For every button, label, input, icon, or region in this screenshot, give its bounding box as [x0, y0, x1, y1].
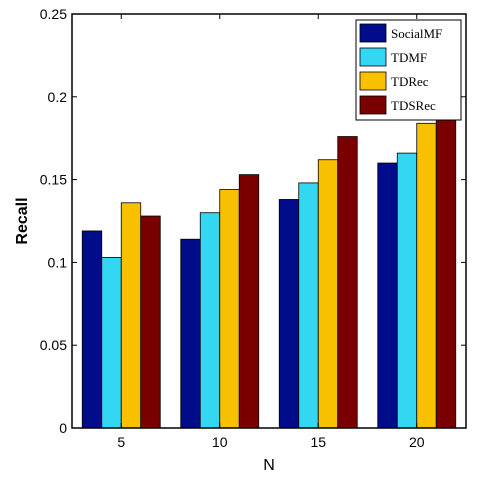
bar-tdrec-10	[219, 189, 240, 429]
bar-socialmf-20	[377, 162, 398, 429]
legend-label-tdsrec: TDSRec	[391, 98, 436, 113]
x-tick-label: 5	[117, 434, 125, 450]
bar-socialmf-15	[278, 199, 300, 429]
bar-socialmf-10	[180, 238, 201, 429]
legend-swatch-tdrec	[359, 71, 387, 91]
y-tick-label: 0.2	[48, 89, 68, 105]
bars-layer	[81, 106, 457, 429]
legend-label-tdrec: TDRec	[391, 74, 429, 89]
bar-tdsrec-15	[337, 136, 358, 429]
bar-tdmf-15	[298, 182, 319, 429]
bar-tdrec-5	[120, 202, 142, 429]
bar-tdmf-20	[396, 152, 418, 429]
legend: SocialMF TDMF TDRec TDSRec	[355, 19, 462, 121]
plot-frame	[71, 13, 467, 429]
legend-label-socialmf: SocialMF	[391, 26, 442, 41]
y-tick-label: 0.05	[40, 337, 67, 353]
y-tick-label: 0.15	[40, 172, 67, 188]
y-tick-label: 0.25	[40, 6, 67, 22]
x-tick-label: 10	[212, 434, 228, 450]
bar-tdsrec-5	[140, 215, 161, 429]
y-tick-label: 0	[59, 420, 67, 436]
x-axis-title: N	[263, 457, 275, 474]
legend-swatch-tdmf	[359, 47, 387, 67]
ticks-layer: 5 10 15 20 0 0.05 0.1 0.15 0.2 0.25	[40, 6, 466, 450]
x-tick-label: 20	[409, 434, 425, 450]
x-tick-label: 15	[310, 434, 326, 450]
y-axis-title: Recall	[14, 197, 31, 244]
bar-tdsrec-20	[435, 106, 457, 429]
bar-tdmf-5	[101, 257, 122, 429]
bar-socialmf-5	[81, 230, 103, 429]
bar-tdrec-15	[317, 159, 339, 429]
legend-swatch-tdsrec	[359, 95, 387, 115]
legend-swatch-socialmf	[359, 23, 387, 43]
bar-tdrec-20	[416, 122, 437, 429]
bar-tdsrec-10	[238, 174, 260, 429]
bar-tdmf-10	[199, 212, 221, 429]
legend-label-tdmf: TDMF	[391, 50, 427, 65]
y-tick-label: 0.1	[48, 254, 68, 270]
